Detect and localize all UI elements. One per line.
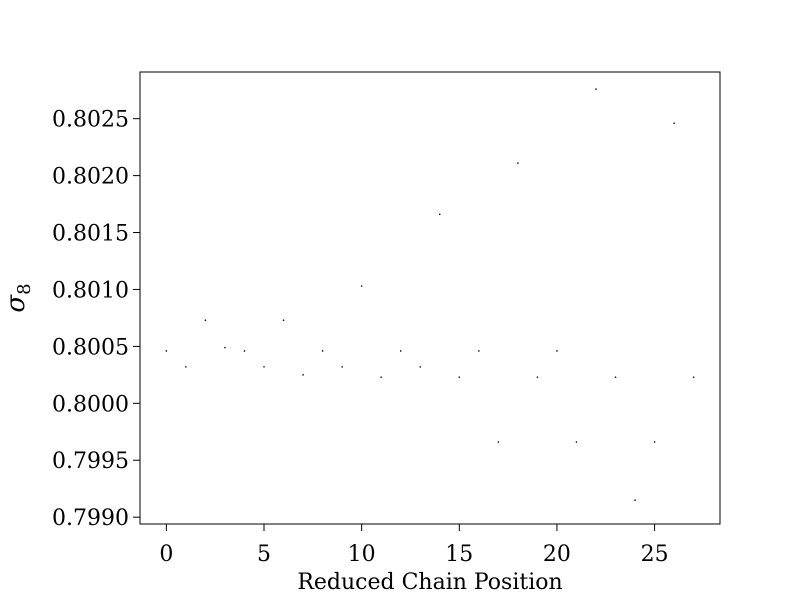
data-point xyxy=(243,350,246,352)
y-tick-label: 0.8010 xyxy=(52,278,129,303)
data-point xyxy=(692,376,695,378)
y-tick-label: 0.7990 xyxy=(52,506,129,531)
data-point xyxy=(302,374,304,376)
y-tick-label: 0.7995 xyxy=(52,449,129,474)
data-point xyxy=(321,350,324,352)
y-axis-label: σ8 xyxy=(1,283,35,312)
data-point xyxy=(282,319,285,322)
data-point xyxy=(634,499,636,501)
x-tick-label: 20 xyxy=(543,542,571,567)
y-axis: 0.7990 0.7995 0.8000 0.8005 0.8010 0.8015 0.80… xyxy=(52,108,140,531)
x-tick-label: 15 xyxy=(445,542,473,567)
y-tick-label: 0.8000 xyxy=(52,392,129,417)
x-tick-label: 0 xyxy=(159,542,173,567)
data-point xyxy=(556,350,558,352)
data-point xyxy=(419,366,422,368)
data-point xyxy=(360,285,363,287)
y-axis-label-subscript: 8 xyxy=(14,283,35,294)
data-point xyxy=(224,346,226,349)
y-tick-label: 0.8020 xyxy=(52,165,129,190)
data-point xyxy=(341,366,343,368)
data-point xyxy=(204,319,207,322)
data-point xyxy=(575,441,578,443)
y-axis-label-symbol: σ xyxy=(1,294,31,313)
data-point xyxy=(263,366,265,368)
y-tick-label: 0.8005 xyxy=(52,335,129,360)
chart-marks xyxy=(165,88,695,501)
data-point xyxy=(536,376,539,378)
x-axis: 0 5 10 15 20 25 xyxy=(159,524,669,567)
data-point xyxy=(185,366,187,368)
y-tick-label: 0.8025 xyxy=(52,108,129,133)
plot-frame xyxy=(139,71,721,525)
x-axis-label: Reduced Chain Position xyxy=(297,570,562,595)
data-point xyxy=(673,122,675,125)
data-point xyxy=(438,213,441,216)
y-tick-label: 0.8015 xyxy=(52,222,129,247)
data-point xyxy=(614,376,617,378)
data-point xyxy=(653,441,656,443)
x-tick-label: 25 xyxy=(641,542,669,567)
x-tick-label: 5 xyxy=(257,542,271,567)
data-point xyxy=(380,376,382,378)
x-tick-label: 10 xyxy=(348,542,376,567)
data-point xyxy=(497,441,500,443)
data-point xyxy=(595,88,597,90)
data-point xyxy=(165,350,168,352)
data-point xyxy=(478,350,480,352)
data-point xyxy=(517,162,519,164)
data-point xyxy=(458,376,461,378)
data-point xyxy=(399,350,402,352)
